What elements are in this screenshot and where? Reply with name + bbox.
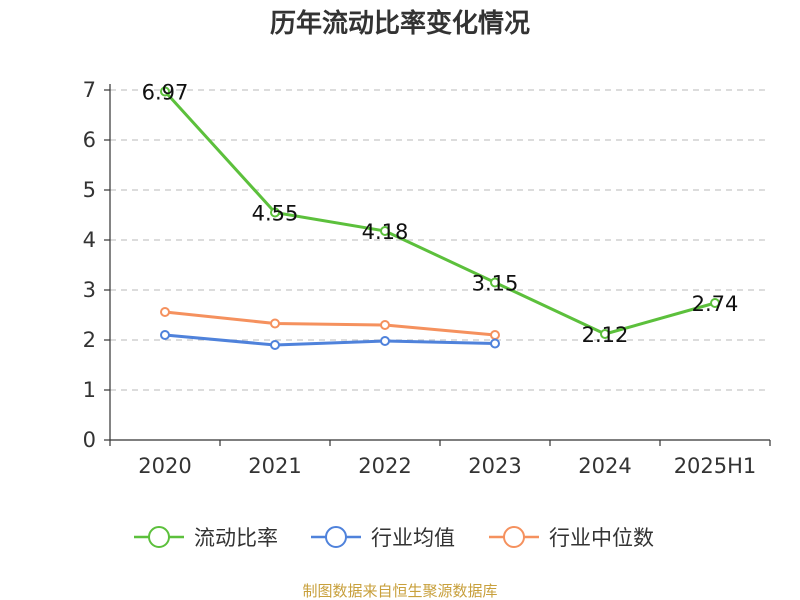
data-point bbox=[380, 320, 390, 330]
data-point bbox=[160, 330, 170, 340]
series-line bbox=[164, 333, 496, 347]
data-point bbox=[160, 307, 170, 317]
data-point bbox=[490, 277, 500, 288]
legend-label: 行业均值 bbox=[371, 526, 455, 550]
data-point bbox=[270, 207, 280, 218]
data-labels: 6.97 4.55 4.18 3.15 2.12 2.74 bbox=[142, 81, 739, 348]
legend-marker bbox=[148, 526, 170, 548]
y-tick-label: 2 bbox=[83, 328, 96, 352]
x-tick-label: 2020 bbox=[138, 454, 191, 478]
data-label: 2.12 bbox=[582, 323, 629, 347]
x-tick-label: 2021 bbox=[248, 454, 301, 478]
legend-marker bbox=[325, 526, 347, 548]
y-tick-label: 3 bbox=[83, 278, 96, 302]
data-label: 4.18 bbox=[362, 220, 409, 244]
data-point bbox=[270, 318, 280, 329]
series-group bbox=[160, 86, 720, 350]
data-label: 2.74 bbox=[692, 292, 739, 316]
y-tick-label: 1 bbox=[83, 378, 96, 402]
y-axis: 0 1 2 3 4 5 6 7 bbox=[83, 78, 111, 452]
data-point bbox=[380, 226, 390, 236]
series-line bbox=[163, 90, 716, 336]
legend-marker bbox=[503, 526, 525, 548]
y-tick-label: 6 bbox=[83, 128, 96, 152]
x-tick-label: 2024 bbox=[578, 454, 631, 478]
data-point bbox=[490, 338, 500, 349]
data-point bbox=[160, 86, 170, 97]
data-point bbox=[380, 336, 390, 346]
series-line bbox=[164, 310, 496, 337]
x-axis: 2020 2021 2022 2023 2024 2025H1 bbox=[109, 439, 771, 478]
data-point bbox=[710, 298, 720, 308]
x-tick-label: 2022 bbox=[358, 454, 411, 478]
legend-label: 行业中位数 bbox=[549, 526, 654, 550]
y-tick-label: 5 bbox=[83, 178, 96, 202]
y-tick-label: 0 bbox=[83, 428, 96, 452]
data-label: 4.55 bbox=[252, 202, 299, 226]
data-point bbox=[490, 330, 500, 340]
x-tick-label: 2023 bbox=[468, 454, 521, 478]
data-label: 3.15 bbox=[472, 272, 519, 296]
y-tick-label: 7 bbox=[83, 78, 96, 102]
legend[interactable]: 流动比率 行业均值 行业中位数 bbox=[134, 526, 654, 550]
legend-label: 流动比率 bbox=[194, 526, 278, 550]
x-tick-label: 2025H1 bbox=[674, 454, 757, 478]
grid-lines bbox=[110, 89, 770, 391]
data-label: 6.97 bbox=[142, 81, 189, 105]
y-tick-label: 4 bbox=[83, 228, 96, 252]
data-point bbox=[600, 329, 610, 339]
chart-title: 历年流动比率变化情况 bbox=[270, 8, 530, 39]
source-note: 制图数据来自恒生聚源数据库 bbox=[302, 582, 497, 600]
data-point bbox=[270, 340, 280, 350]
